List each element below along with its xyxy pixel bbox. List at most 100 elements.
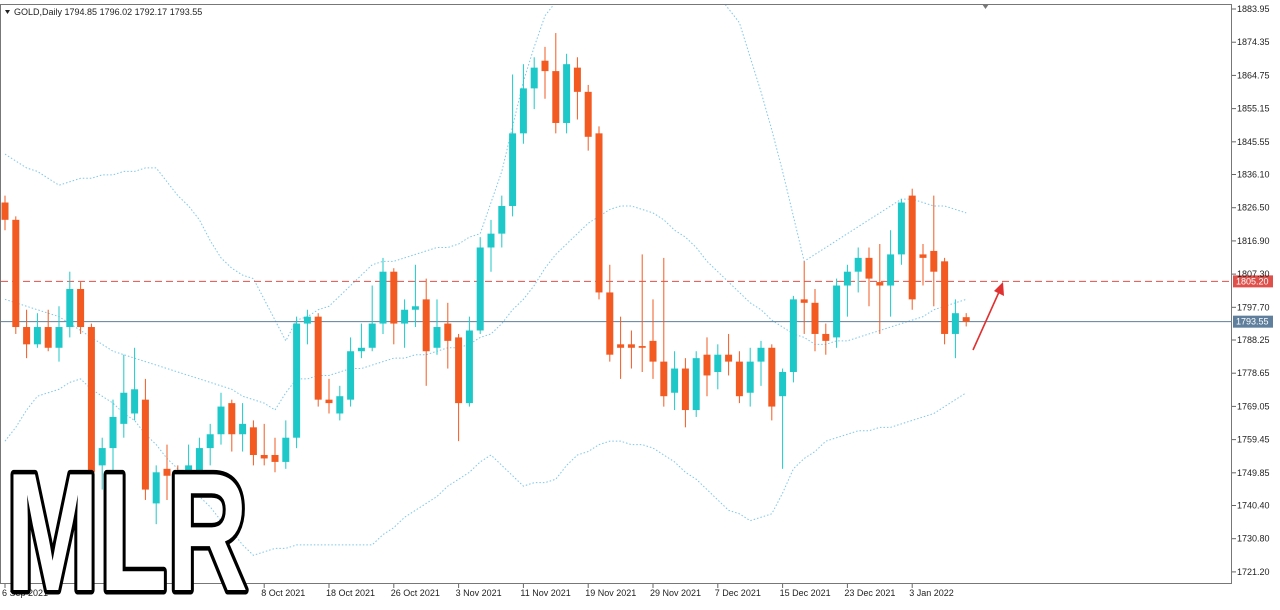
candle-body xyxy=(455,337,463,404)
candle-body xyxy=(887,254,895,286)
candle-body xyxy=(552,71,560,123)
candle-body xyxy=(919,254,927,258)
candle-body xyxy=(563,64,571,123)
x-tick-label: 8 Oct 2021 xyxy=(261,588,305,598)
candle-body xyxy=(163,468,171,476)
x-tick-label: 3 Jan 2022 xyxy=(909,588,954,598)
candle-body xyxy=(476,247,484,331)
candle-body xyxy=(617,344,625,348)
candle-body xyxy=(422,299,430,352)
candle-body xyxy=(185,465,193,500)
candle-body xyxy=(228,403,236,435)
candle-body xyxy=(98,448,106,466)
candle-body xyxy=(77,288,85,328)
candle-body xyxy=(401,309,409,324)
close: 1793.55 xyxy=(170,7,203,17)
price-lines: 1805.20 1793.55 xyxy=(1,275,1273,328)
candle-body xyxy=(141,399,149,490)
x-tick-label: 23 Dec 2021 xyxy=(844,588,895,598)
candle-body xyxy=(638,346,646,348)
candle-body xyxy=(55,327,63,348)
candle-body xyxy=(649,340,657,362)
x-tick-label: 26 Oct 2021 xyxy=(391,588,440,598)
candle-body xyxy=(833,285,841,338)
candle-body xyxy=(249,427,257,455)
candle-body xyxy=(368,323,376,348)
candle-body xyxy=(347,351,355,400)
candle-body xyxy=(131,389,139,414)
candle-body xyxy=(109,416,117,449)
candle-body xyxy=(271,454,279,462)
y-tick-label: 1816.90 xyxy=(1237,236,1270,246)
annotation-arrow xyxy=(972,282,1004,351)
candle-body xyxy=(757,347,765,362)
candle-body xyxy=(822,333,830,341)
candle-body xyxy=(87,327,95,473)
x-tick-label: 11 Nov 2021 xyxy=(520,588,570,598)
x-tick-label: 29 Nov 2021 xyxy=(650,588,701,598)
candle-body xyxy=(12,219,20,328)
header: GOLD,Daily 1794.85 1796.02 1792.17 1793.… xyxy=(5,7,202,17)
candle-body xyxy=(930,250,938,272)
low: 1792.17 xyxy=(135,7,168,17)
candle-body xyxy=(779,371,787,397)
candle-body xyxy=(260,454,268,459)
candle-body xyxy=(66,288,74,328)
candle-body xyxy=(627,344,635,348)
price-label: 1805.20 xyxy=(1236,276,1269,286)
candle-body xyxy=(239,423,247,435)
shift-marker xyxy=(982,4,989,9)
x-tick-label: 6 Sep 2021 xyxy=(2,588,48,598)
y-tick-label: 1845.55 xyxy=(1237,137,1270,147)
watermark: MLR xyxy=(6,438,248,605)
candle-body xyxy=(800,299,808,303)
candle-body xyxy=(876,282,884,286)
price-label-box xyxy=(1233,315,1273,328)
x-tick-label: 3 Nov 2021 xyxy=(456,588,502,598)
y-tick-label: 1769.05 xyxy=(1237,401,1270,411)
candle-body xyxy=(811,302,819,334)
candle-body xyxy=(325,399,333,404)
candle-body xyxy=(865,257,873,279)
x-tick-label: 15 Dec 2021 xyxy=(780,588,831,598)
candle-body xyxy=(23,327,31,345)
bollinger-band xyxy=(4,378,967,556)
x-tick-label: 19 Nov 2021 xyxy=(585,588,636,598)
candle-body xyxy=(789,299,797,372)
price-label-box xyxy=(1233,275,1273,288)
candle-body xyxy=(584,91,592,137)
y-tick-label: 1759.45 xyxy=(1237,435,1270,445)
candle-body xyxy=(908,195,916,300)
candle-body xyxy=(444,323,452,341)
header-text: GOLD,Daily 1794.85 1796.02 1792.17 1793.… xyxy=(14,7,202,17)
candle-body xyxy=(336,396,344,414)
axes: 1883.95 1874.35 1864.75 1855.15 1845.55 1836.… xyxy=(2,4,1270,598)
candle-body xyxy=(606,292,614,355)
candle-body xyxy=(206,434,214,449)
candle-body xyxy=(681,368,689,411)
candle-body xyxy=(735,361,743,397)
candle-body xyxy=(314,316,322,400)
candle-body xyxy=(703,354,711,376)
y-tick-label: 1778.65 xyxy=(1237,368,1270,378)
plot-frame xyxy=(0,4,1232,584)
candle-body xyxy=(541,60,549,72)
y-tick-label: 1864.75 xyxy=(1237,70,1270,80)
candle-body xyxy=(725,354,733,362)
candle-body xyxy=(768,347,776,407)
candle-body xyxy=(897,202,905,255)
candle-body xyxy=(941,261,949,334)
y-tick-label: 1874.35 xyxy=(1237,37,1270,47)
candle-body xyxy=(33,327,41,345)
candle-body xyxy=(195,448,203,473)
candle-body xyxy=(303,316,311,324)
candle-body xyxy=(498,205,506,234)
candle-body xyxy=(217,406,225,435)
y-tick-label: 1788.25 xyxy=(1237,335,1270,345)
x-tick-label: 18 Oct 2021 xyxy=(326,588,375,598)
open: 1794.85 xyxy=(65,7,98,17)
candle-body xyxy=(379,271,387,324)
candle-body xyxy=(519,88,527,134)
